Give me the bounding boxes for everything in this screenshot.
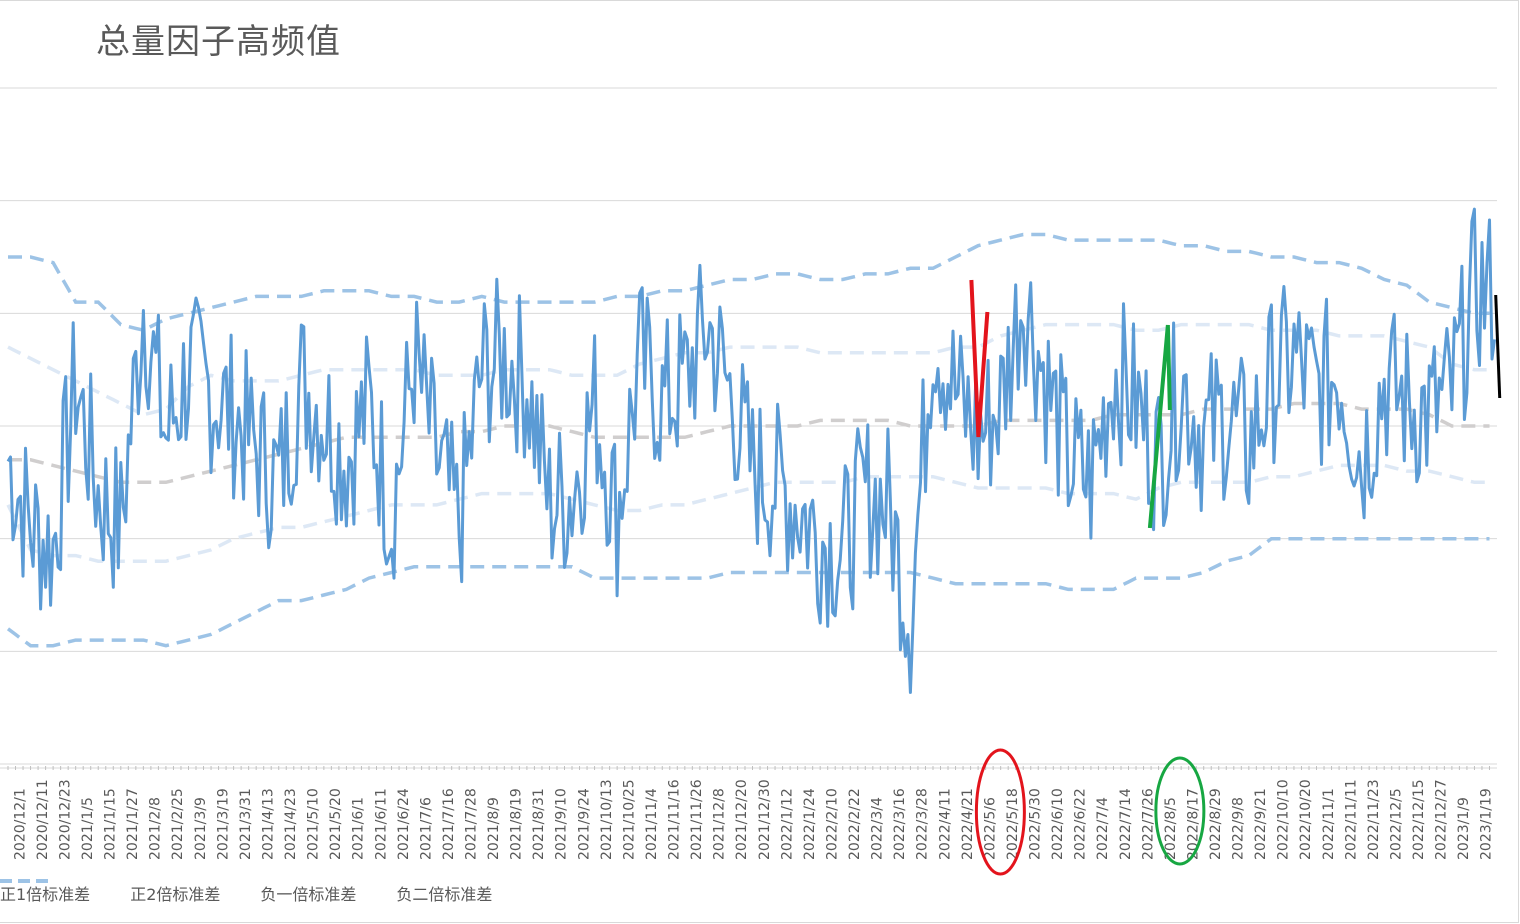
x-tick-label: 2022/12/5 (1388, 788, 1404, 860)
x-tick-label: 2021/2/8 (148, 797, 164, 860)
x-tick-label: 2022/11/1 (1321, 788, 1337, 860)
x-tick-label: 2021/11/4 (644, 788, 660, 860)
series-line-minus1 (6, 463, 1490, 563)
x-tick-label: 2022/4/11 (937, 788, 953, 860)
x-tick-label: 2022/6/22 (1073, 788, 1089, 860)
x-tick-label: 2022/8/5 (1163, 797, 1179, 860)
legend-label-minus1: 负一倍标准差 (260, 885, 357, 904)
x-tick-label: 2021/7/28 (463, 788, 479, 860)
legend-label-minus2: 负二倍标准差 (396, 885, 493, 904)
x-tick-label: 2021/12/20 (734, 779, 750, 860)
x-tick-label: 2022/11/23 (1366, 779, 1382, 860)
x-tick-label: 2021/5/20 (328, 788, 344, 860)
x-tick-label: 2022/4/21 (960, 788, 976, 860)
legend-item-minus1: 负一倍标准差 (0, 879, 357, 905)
x-tick-label: 2021/6/1 (351, 797, 367, 860)
x-tick-label: 2021/9/10 (554, 788, 570, 860)
x-tick-label: 2021/9/24 (576, 788, 592, 860)
annotation-black-stroke (1494, 294, 1502, 399)
x-tick-label: 2022/10/10 (1276, 779, 1292, 860)
x-tick-label: 2021/6/11 (373, 788, 389, 860)
x-tick-label: 2022/11/11 (1343, 779, 1359, 860)
legend-item-minus2: 负二倍标准差 (0, 879, 493, 905)
x-tick-label: 2022/10/20 (1298, 779, 1314, 860)
x-tick-label: 2021/1/27 (125, 788, 141, 860)
x-tick-label: 2020/12/11 (35, 779, 51, 860)
x-tick-label: 2022/7/4 (1095, 797, 1111, 860)
x-tick-label: 2022/5/6 (982, 797, 998, 860)
x-tick-label: 2021/7/16 (441, 788, 457, 860)
x-tick-label: 2022/2/10 (824, 788, 840, 860)
legend-label-plus2: 正2倍标准差 (130, 885, 221, 904)
x-tick-label: 2020/12/1 (12, 788, 28, 860)
series-line-minus2 (6, 536, 1490, 648)
x-tick-label: 2021/10/13 (599, 779, 615, 860)
x-tick-label: 2021/12/8 (712, 788, 728, 860)
x-tick-label: 2022/12/27 (1434, 779, 1450, 860)
x-tick-label: 2021/4/13 (260, 788, 276, 860)
legend-swatch-minus2 (0, 879, 50, 883)
x-tick-label: 2020/12/23 (57, 779, 73, 860)
annotation-green-stroke (1147, 324, 1172, 529)
annotation-red-circle (974, 748, 1026, 876)
series-line-main (6, 207, 1496, 694)
x-tick-label: 2021/5/10 (306, 788, 322, 860)
series-line-plus2 (8, 232, 1490, 333)
x-tick-label: 2021/8/9 (486, 797, 502, 860)
x-tick-label: 2022/6/10 (1050, 788, 1066, 860)
x-tick-label: 2022/7/14 (1118, 788, 1134, 860)
legend-label-plus1: 正1倍标准差 (0, 885, 91, 904)
x-tick-label: 2022/3/16 (892, 788, 908, 860)
x-tick-label: 2021/1/15 (103, 788, 119, 860)
x-tick-label: 2021/3/9 (193, 797, 209, 860)
x-tick-label: 2021/6/24 (396, 788, 412, 860)
x-tick-label: 2022/9/21 (1253, 788, 1269, 860)
x-tick-label: 2022/2/22 (847, 788, 863, 860)
x-tick-label: 2022/5/30 (1028, 788, 1044, 860)
chart-legend: 正1倍标准差 正2倍标准差 负一倍标准差 负二倍标准差 (0, 878, 532, 908)
x-tick-label: 2021/8/19 (509, 788, 525, 860)
x-tick-label: 2021/11/26 (689, 779, 705, 860)
x-tick-label: 2021/3/31 (238, 788, 254, 860)
annotation-red-stroke (969, 279, 990, 438)
legend-item-plus2: 正2倍标准差 (0, 879, 221, 905)
x-tick-label: 2023/1/9 (1456, 797, 1472, 860)
x-tick-label: 2021/10/25 (621, 779, 637, 860)
x-tick-label: 2022/5/18 (1005, 788, 1021, 860)
x-tick-label: 2021/7/6 (418, 797, 434, 860)
x-tick-label: 2021/4/23 (283, 788, 299, 860)
x-tick-label: 2022/8/17 (1185, 788, 1201, 860)
chart-title: 总量因子高频值 (96, 22, 341, 62)
x-tick-label: 2021/8/31 (531, 788, 547, 860)
x-tick-label: 2021/1/5 (80, 797, 96, 860)
x-tick-label: 2022/3/4 (870, 797, 886, 860)
x-tick-label: 2022/7/26 (1140, 788, 1156, 860)
x-tick-label: 2022/9/8 (1231, 797, 1247, 860)
x-tick-label: 2022/1/24 (802, 788, 818, 860)
x-tick-label: 2022/12/15 (1411, 779, 1427, 860)
annotation-green-circle (1154, 756, 1206, 866)
x-tick-label: 2021/3/19 (215, 788, 231, 860)
x-tick-label: 2023/1/19 (1479, 788, 1495, 860)
legend-item-plus1: 正1倍标准差 (0, 879, 91, 905)
series-line-plus1 (7, 322, 1490, 417)
x-tick-label: 2021/12/30 (757, 779, 773, 860)
x-tick-label: 2021/2/25 (170, 788, 186, 860)
x-tick-label: 2022/8/29 (1208, 788, 1224, 860)
x-tick-label: 2022/1/12 (779, 788, 795, 860)
x-tick-label: 2022/3/28 (915, 788, 931, 860)
x-tick-label: 2021/11/16 (667, 779, 683, 860)
